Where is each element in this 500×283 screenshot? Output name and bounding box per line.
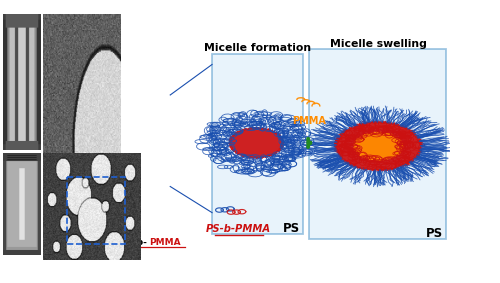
- Bar: [67, 177, 124, 244]
- Text: PS-b-PMMA: PS-b-PMMA: [206, 224, 272, 234]
- Polygon shape: [330, 119, 426, 173]
- Text: PS: PS: [426, 227, 443, 240]
- FancyBboxPatch shape: [308, 49, 446, 239]
- FancyBboxPatch shape: [212, 53, 303, 234]
- Text: PS: PS: [122, 237, 135, 246]
- Text: PS: PS: [282, 222, 300, 235]
- Text: w/: w/: [107, 237, 118, 246]
- Polygon shape: [354, 132, 404, 160]
- Text: PMMA: PMMA: [149, 237, 180, 246]
- Text: Micelle swelling: Micelle swelling: [330, 39, 427, 49]
- Text: PS: PS: [96, 237, 108, 246]
- Polygon shape: [228, 127, 284, 158]
- Text: PS: PS: [102, 164, 117, 174]
- Polygon shape: [334, 121, 422, 171]
- Text: PMMA: PMMA: [72, 164, 108, 174]
- Text: -b-: -b-: [134, 237, 147, 246]
- Text: Micelle formation: Micelle formation: [204, 43, 311, 53]
- Text: PMMA: PMMA: [64, 237, 96, 246]
- Text: /: /: [98, 164, 102, 174]
- Text: /: /: [91, 237, 94, 246]
- Text: PMMA: PMMA: [292, 116, 326, 126]
